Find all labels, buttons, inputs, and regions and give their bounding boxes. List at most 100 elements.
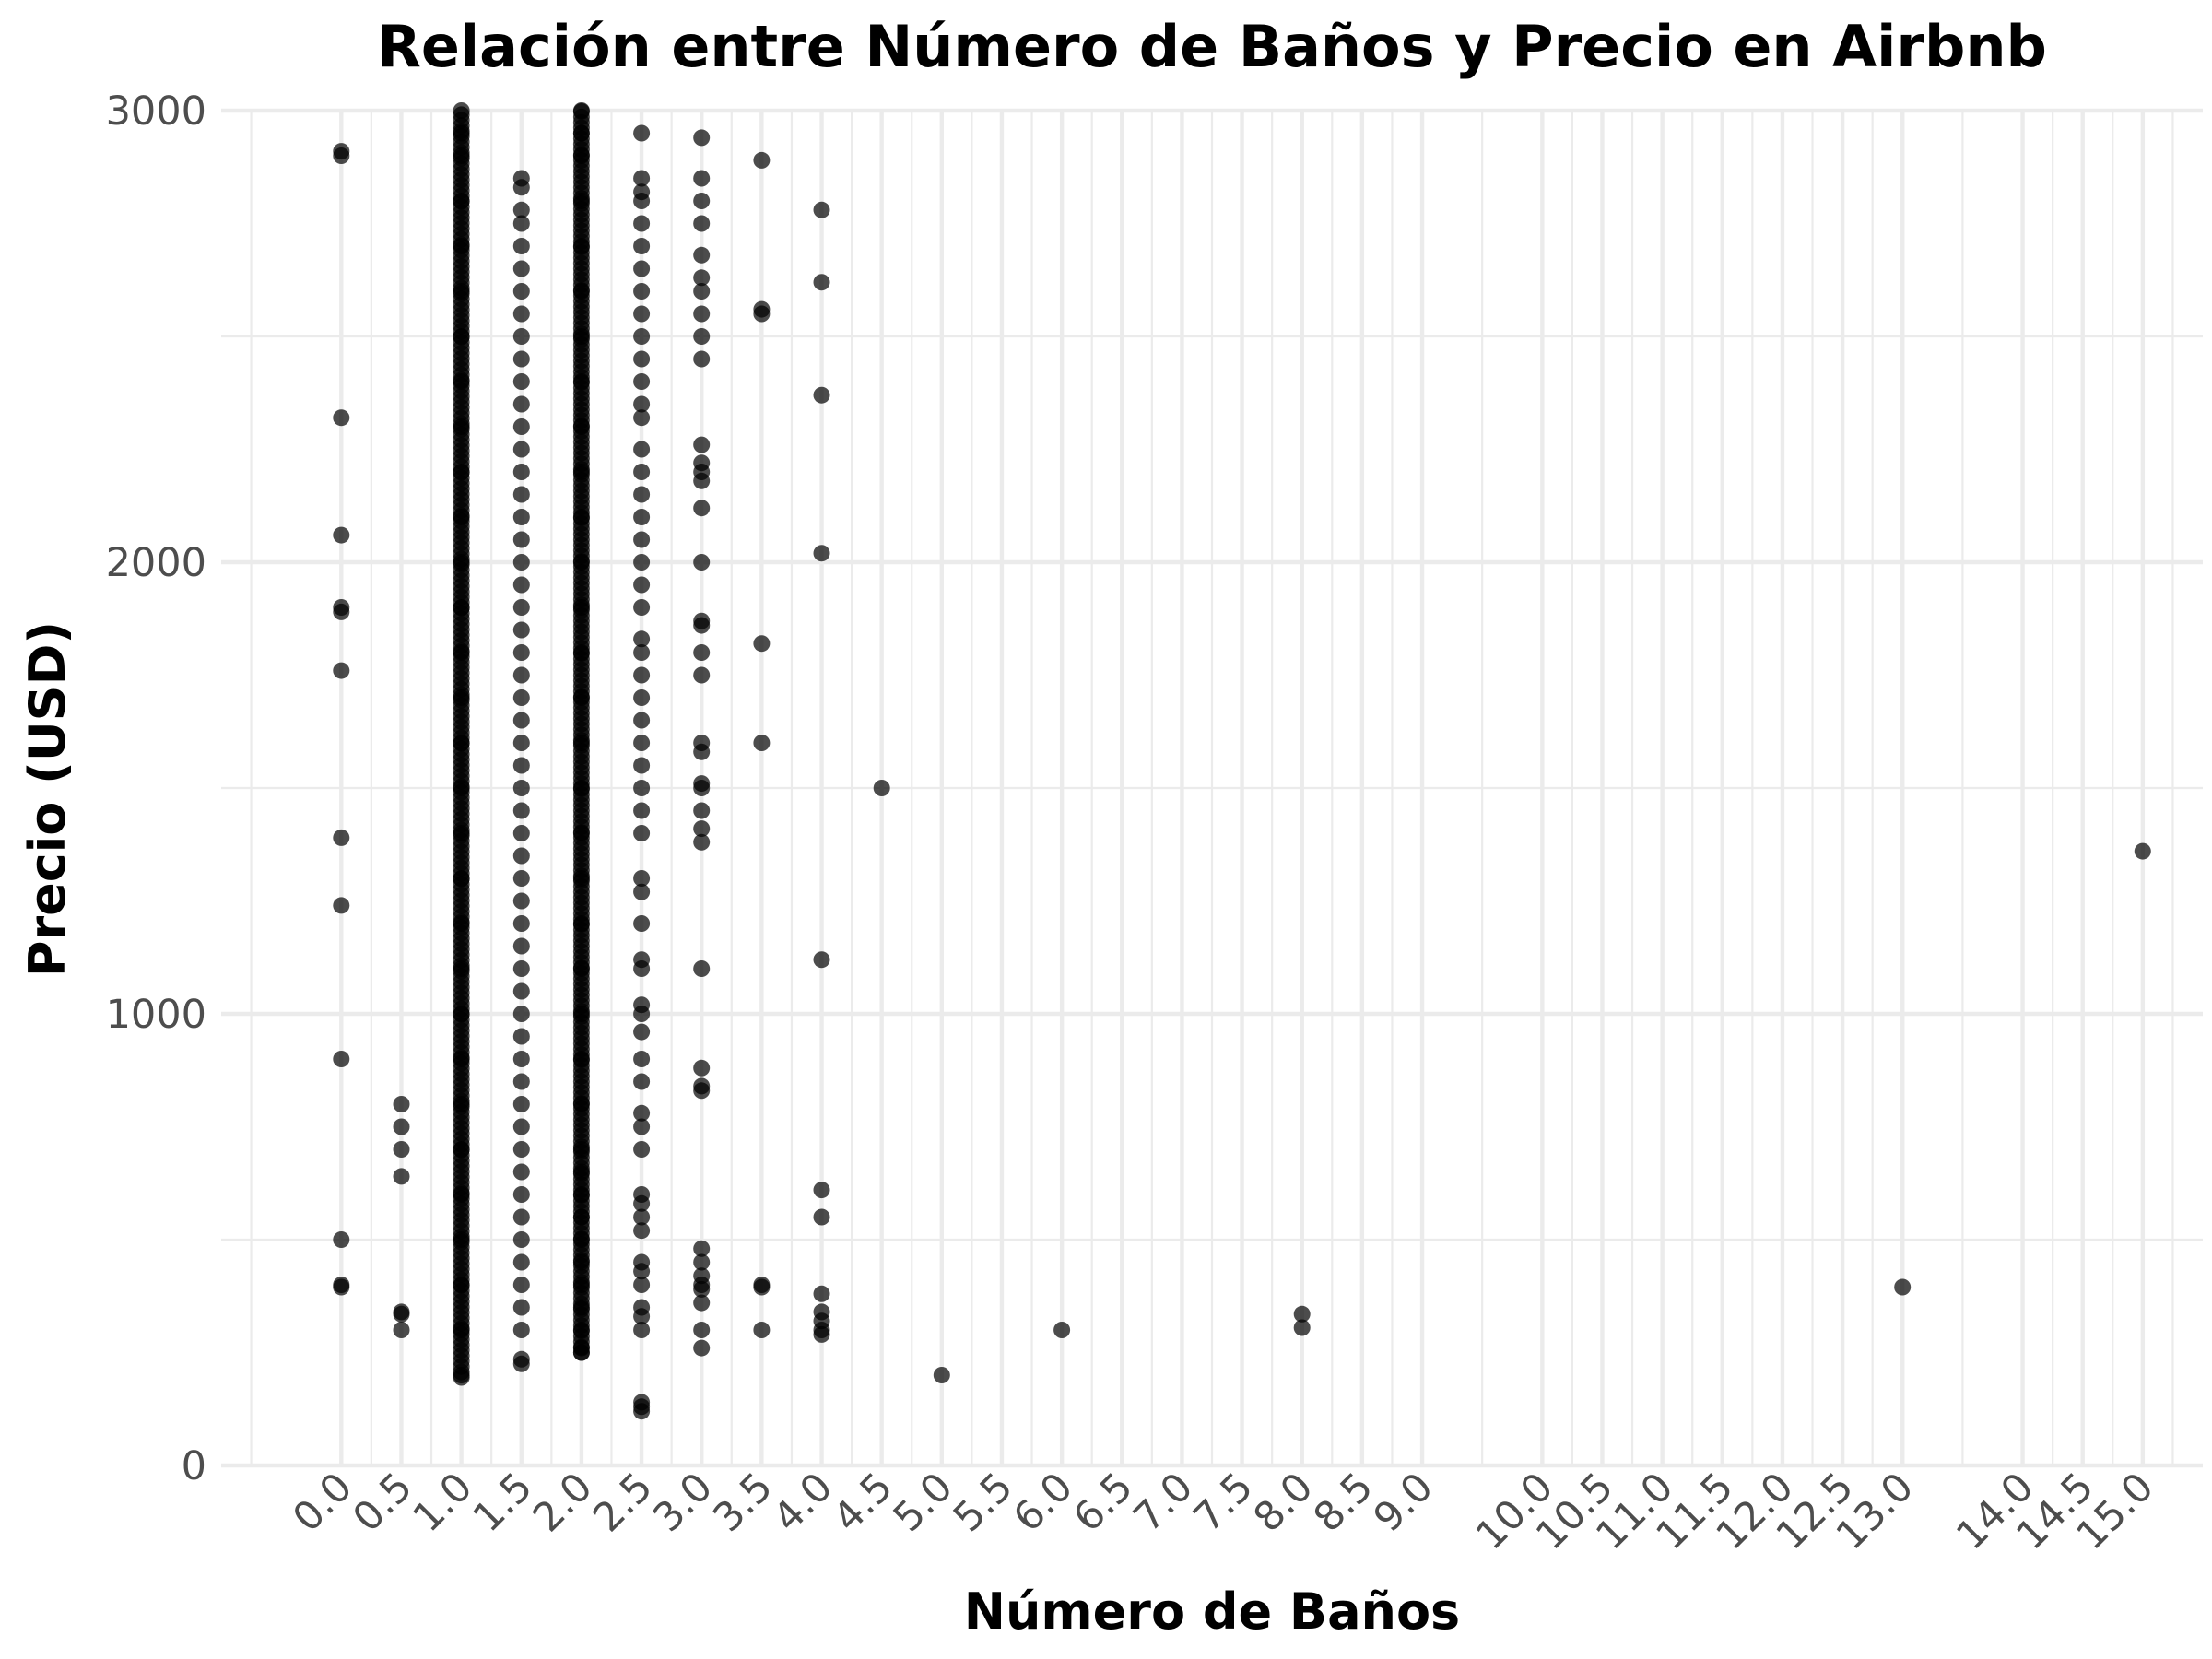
data-point (813, 1208, 830, 1226)
data-point (633, 960, 651, 977)
data-point (512, 982, 530, 1000)
data-point (633, 509, 651, 525)
data-point (1053, 1322, 1071, 1338)
data-point (633, 576, 651, 594)
data-point (512, 621, 530, 639)
data-point (633, 780, 651, 796)
data-point (633, 1194, 651, 1212)
data-point (633, 802, 651, 819)
data-point (633, 630, 651, 648)
data-point (693, 1082, 711, 1100)
data-point (512, 441, 530, 458)
data-point (633, 441, 651, 458)
data-point (512, 509, 530, 525)
data-point (753, 735, 771, 751)
data-point (512, 260, 530, 277)
data-point (393, 1322, 410, 1338)
data-point (333, 526, 350, 544)
data-point (393, 1141, 410, 1158)
data-point (693, 780, 711, 796)
data-point (2134, 842, 2151, 860)
data-point (633, 883, 651, 900)
data-point (633, 1263, 651, 1280)
data-point (633, 1023, 651, 1041)
data-point (693, 170, 711, 187)
data-point (933, 1367, 950, 1383)
data-point (393, 1168, 410, 1185)
data-point (512, 238, 530, 254)
data-point (633, 689, 651, 706)
data-point (512, 644, 530, 661)
y-tick-label: 0 (182, 1443, 206, 1489)
data-point (693, 436, 711, 453)
data-point (633, 1073, 651, 1090)
data-point (753, 635, 771, 653)
data-point (633, 531, 651, 548)
data-point (512, 1163, 530, 1181)
data-point (512, 870, 530, 887)
data-point (693, 1253, 711, 1271)
data-point (512, 915, 530, 932)
data-point (693, 1322, 711, 1338)
x-axis-ticks: 0.00.51.01.52.02.53.03.54.04.55.05.56.06… (284, 1464, 2162, 1559)
data-point (512, 847, 530, 865)
data-point (393, 1096, 410, 1112)
data-point (633, 870, 651, 887)
data-point (633, 328, 651, 345)
data-point (512, 1253, 530, 1271)
data-point (512, 305, 530, 323)
data-point (333, 1278, 350, 1296)
data-point (633, 712, 651, 729)
data-point (633, 599, 651, 616)
data-point (633, 757, 651, 774)
data-point (633, 486, 651, 503)
data-point (512, 1208, 530, 1226)
data-point (512, 757, 530, 774)
data-point (633, 735, 651, 751)
data-point (693, 193, 711, 209)
data-point (512, 418, 530, 435)
data-point (693, 350, 711, 368)
data-point (813, 951, 830, 969)
data-point (512, 531, 530, 548)
data-point (512, 1096, 530, 1112)
data-point (693, 472, 711, 489)
data-point (1293, 1305, 1311, 1323)
data-point (693, 666, 711, 684)
data-point (633, 1277, 651, 1293)
data-point (512, 937, 530, 955)
data-point (813, 545, 830, 562)
data-point (813, 201, 830, 218)
data-point (512, 689, 530, 706)
data-point (633, 1403, 651, 1420)
data-point (813, 1182, 830, 1199)
data-point (633, 1322, 651, 1338)
data-point (333, 662, 350, 679)
data-point (633, 124, 651, 142)
data-point (693, 802, 711, 819)
x-axis-title: Número de Baños (964, 1583, 1460, 1641)
data-point (693, 328, 711, 345)
data-point (512, 350, 530, 368)
data-point (693, 305, 711, 323)
data-point (512, 1299, 530, 1316)
data-point (512, 1231, 530, 1248)
data-point (693, 500, 711, 517)
data-point (512, 1355, 530, 1372)
data-point (633, 409, 651, 427)
data-point (693, 617, 711, 634)
data-point (633, 644, 651, 661)
data-point (693, 269, 711, 287)
data-point (693, 215, 711, 232)
data-point (512, 1186, 530, 1203)
data-point (512, 1028, 530, 1045)
data-point (333, 409, 350, 427)
data-point (512, 599, 530, 616)
data-point (873, 780, 890, 796)
data-point (512, 1051, 530, 1067)
data-point (693, 1059, 711, 1077)
data-point (813, 1325, 830, 1343)
data-point (512, 179, 530, 196)
data-points (333, 102, 2151, 1420)
